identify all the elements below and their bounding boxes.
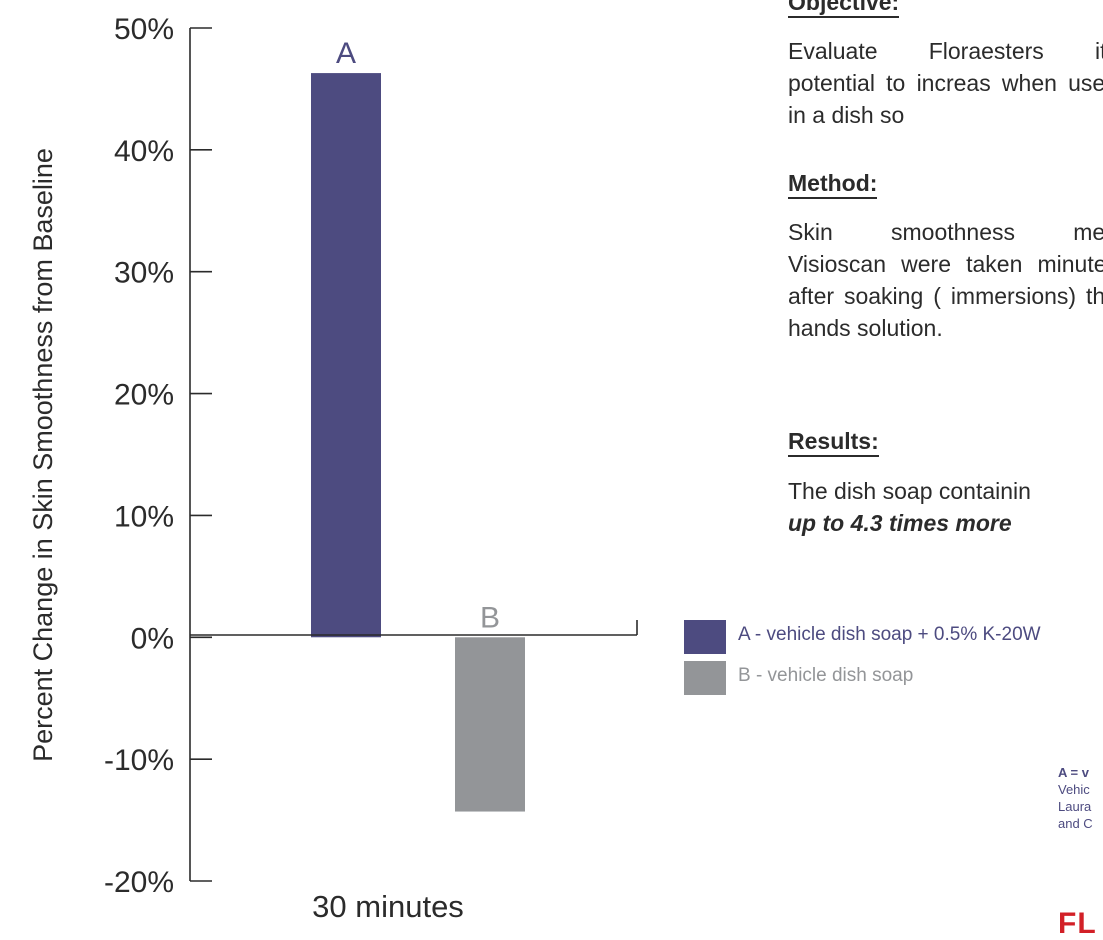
y-tick-label: 20% (114, 379, 174, 412)
bar-label-b: B (480, 601, 500, 634)
reference-line-1: Vehic (1058, 782, 1090, 797)
reference-line-2: Laura (1058, 799, 1092, 814)
objective-text: Evaluate Floraesters its potential to in… (788, 38, 1103, 128)
bar-labels: AB (336, 37, 500, 634)
results-heading: Results: (788, 428, 879, 457)
objective-heading: Objective: (788, 0, 900, 18)
bar-b (455, 637, 525, 812)
y-tick-label: 0% (131, 622, 174, 655)
legend-swatch-a (684, 620, 726, 654)
y-tick-label: -10% (104, 744, 174, 777)
results-text-plain: The dish soap containin (788, 478, 1031, 504)
y-tick-label: 50% (114, 13, 174, 46)
bar-a (311, 73, 381, 638)
x-axis-category-label: 30 minutes (312, 889, 464, 924)
y-axis-ticks: 50% 40% 30% 20% 10% 0% -10% -20% (104, 13, 212, 899)
bars (311, 73, 525, 812)
legend-label-a: A - vehicle dish soap + 0.5% K-20W (738, 624, 1041, 645)
results-text: The dish soap containin up to 4.3 times … (788, 475, 1103, 539)
formula-reference: A = v Vehic Laura and C (1058, 764, 1093, 832)
brand-logo: FL (1058, 907, 1097, 940)
reference-bold-line: A = v (1058, 765, 1089, 780)
y-axis-label: Percent Change in Skin Smoothness from B… (28, 148, 58, 762)
y-tick-label: 40% (114, 135, 174, 168)
results-emphasis: up to 4.3 times more (788, 510, 1012, 536)
method-heading: Method: (788, 170, 878, 199)
legend-label-b: B - vehicle dish soap (738, 665, 914, 686)
reference-line-3: and C (1058, 816, 1093, 831)
y-tick-label: 30% (114, 257, 174, 290)
y-tick-label: 10% (114, 500, 174, 533)
legend-swatch-b (684, 661, 726, 695)
y-tick-label: -20% (104, 866, 174, 899)
bar-label-a: A (336, 37, 356, 70)
method-text: Skin smoothness mea Visioscan were taken… (788, 219, 1103, 341)
